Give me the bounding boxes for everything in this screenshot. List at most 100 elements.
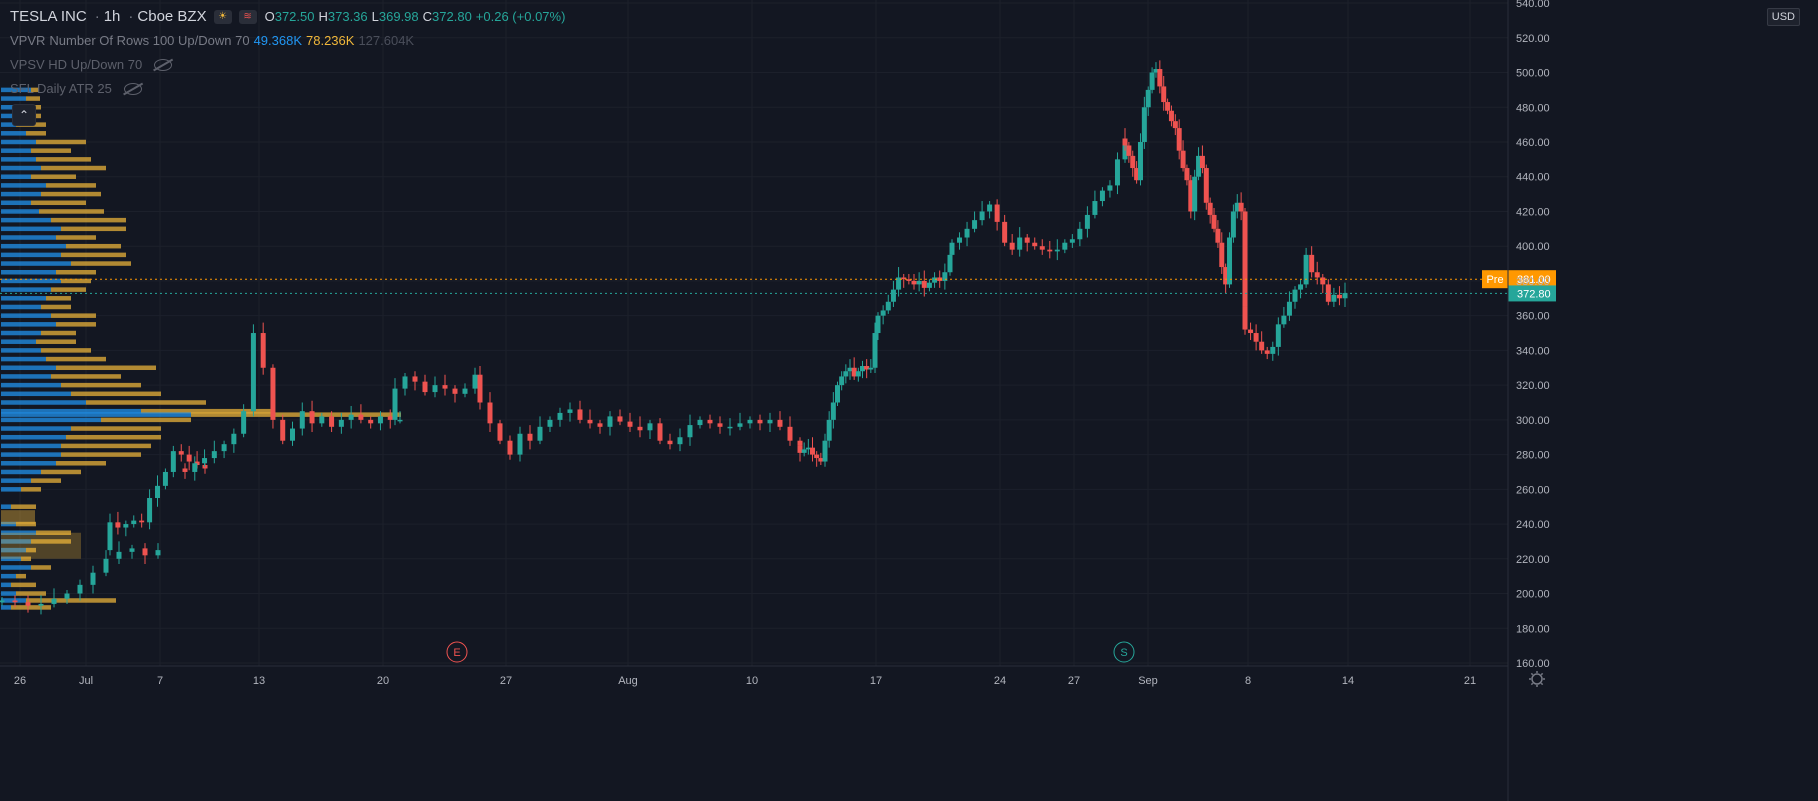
candle-body <box>1223 267 1229 285</box>
vpvr-down-value: 78.236K <box>306 33 355 48</box>
time-tick-label: 13 <box>253 675 265 687</box>
vp-down-bar <box>31 565 51 570</box>
vp-up-bar <box>1 157 36 162</box>
candle-body <box>507 440 513 455</box>
vp-up-bar <box>1 113 21 119</box>
settings-gear-icon[interactable] <box>1529 671 1545 687</box>
interval-label[interactable]: 1h <box>103 8 121 25</box>
vp-up-bar <box>1 209 39 214</box>
candle-body <box>805 447 811 450</box>
candle-body <box>77 584 83 594</box>
candle-body <box>860 366 865 372</box>
vp-up-bar <box>1 296 46 301</box>
data-delay-icon[interactable]: ≋ <box>238 9 257 24</box>
hidden-eye-icon[interactable] <box>123 82 142 95</box>
candle-body <box>822 440 828 462</box>
last-price-label: 372.80 <box>1517 288 1551 300</box>
vp-up-bar <box>1 461 56 466</box>
price-tick-label: 240.00 <box>1516 519 1550 531</box>
hidden-eye-icon[interactable] <box>154 58 173 71</box>
vp-down-bar <box>71 426 161 431</box>
candle-body <box>1054 249 1060 252</box>
split-marker[interactable] <box>1113 641 1135 663</box>
candle-body <box>387 416 393 420</box>
candle-body <box>1196 155 1202 177</box>
time-axis: 26 Jul 7 13 20 27 Aug 10 17 24 27 Sep 8 14 21 <box>14 671 1545 687</box>
price-lines: Pre 381.00 372.80 <box>0 270 1556 302</box>
candle-body <box>231 433 237 445</box>
market-status-icon[interactable]: ☀ <box>213 9 232 24</box>
candle-body <box>1275 324 1281 347</box>
candle-body <box>1168 110 1174 122</box>
vp-up-bar <box>1 313 51 318</box>
open-value: 372.50 <box>274 9 315 24</box>
time-tick-label: 24 <box>994 675 1006 687</box>
vpvr-legend[interactable]: VPVR Number Of Rows 100 Up/Down 70 49.36… <box>10 33 418 48</box>
candle-body <box>1309 254 1315 273</box>
vp-down-bar <box>16 573 26 579</box>
candle-body <box>810 447 815 455</box>
candle-body <box>627 421 633 427</box>
vp-up-bar <box>1 356 46 362</box>
vp-up-bar <box>1 348 41 353</box>
candle-body <box>875 315 881 334</box>
vpsv-legend[interactable]: VPSV HD Up/Down 70 <box>10 57 176 72</box>
vp-down-bar <box>21 487 41 492</box>
candle-body <box>1032 242 1038 247</box>
vp-up-bar <box>1 235 56 240</box>
candle-body <box>847 367 853 372</box>
vp-down-bar <box>41 191 101 197</box>
candle-body <box>64 593 70 599</box>
candle-body <box>1314 272 1320 278</box>
candle-body <box>717 423 723 427</box>
separator: · <box>94 8 100 25</box>
vp-up-bar <box>1 504 11 509</box>
atr-legend[interactable]: SFL Daily ATR 25 <box>10 81 146 96</box>
candle-body <box>1161 86 1167 103</box>
vp-up-bar <box>1 539 31 544</box>
vp-up-bar <box>1 243 66 249</box>
candle-body <box>1180 150 1186 169</box>
currency-button[interactable]: USD <box>1766 8 1800 26</box>
candle-body <box>1092 201 1098 215</box>
vp-down-bar <box>86 400 206 405</box>
candle-body <box>1331 294 1337 302</box>
vpsv-label: VPSV HD Up/Down 70 <box>10 57 143 72</box>
price-tick-label: 300.00 <box>1516 415 1550 427</box>
vp-down-bar <box>39 209 104 214</box>
candle-body <box>1336 294 1342 299</box>
earnings-marker[interactable] <box>446 641 468 663</box>
candle-body <box>567 409 573 413</box>
candle-body <box>979 211 985 221</box>
vp-down-bar <box>61 443 151 449</box>
collapse-legend-button[interactable]: ⌃ <box>12 104 36 126</box>
time-tick-label: 27 <box>1068 675 1080 687</box>
vp-down-bar <box>36 339 76 344</box>
candle-body <box>537 426 543 441</box>
symbol-legend: TESLA INC · 1h · Cboe BZX ☀ ≋ O 372.50 H… <box>10 8 569 25</box>
vp-down-bar <box>11 582 36 588</box>
vp-down-bar <box>31 478 61 483</box>
candle-body <box>0 600 5 603</box>
symbol-title[interactable]: TESLA INC <box>10 8 87 25</box>
price-tick-label: 320.00 <box>1516 380 1550 392</box>
vp-down-bar <box>11 605 51 610</box>
price-tick-label: 180.00 <box>1516 623 1550 635</box>
candle-body <box>1077 228 1083 240</box>
vp-up-bar <box>1 400 86 405</box>
candle-body <box>368 419 374 424</box>
candle-body <box>1242 306 1248 330</box>
vp-up-bar <box>1 417 101 423</box>
vp-up-bar <box>1 330 41 336</box>
vp-down-bar <box>61 252 126 258</box>
price-tick-label: 380.00 <box>1516 276 1550 288</box>
settings-gear-icon-tooth <box>1530 672 1534 676</box>
vp-up-bar <box>1 565 31 570</box>
candle-body <box>1211 214 1217 229</box>
candle-body <box>290 428 295 441</box>
vp-up-bar <box>1 374 51 379</box>
candle-body <box>657 423 663 441</box>
